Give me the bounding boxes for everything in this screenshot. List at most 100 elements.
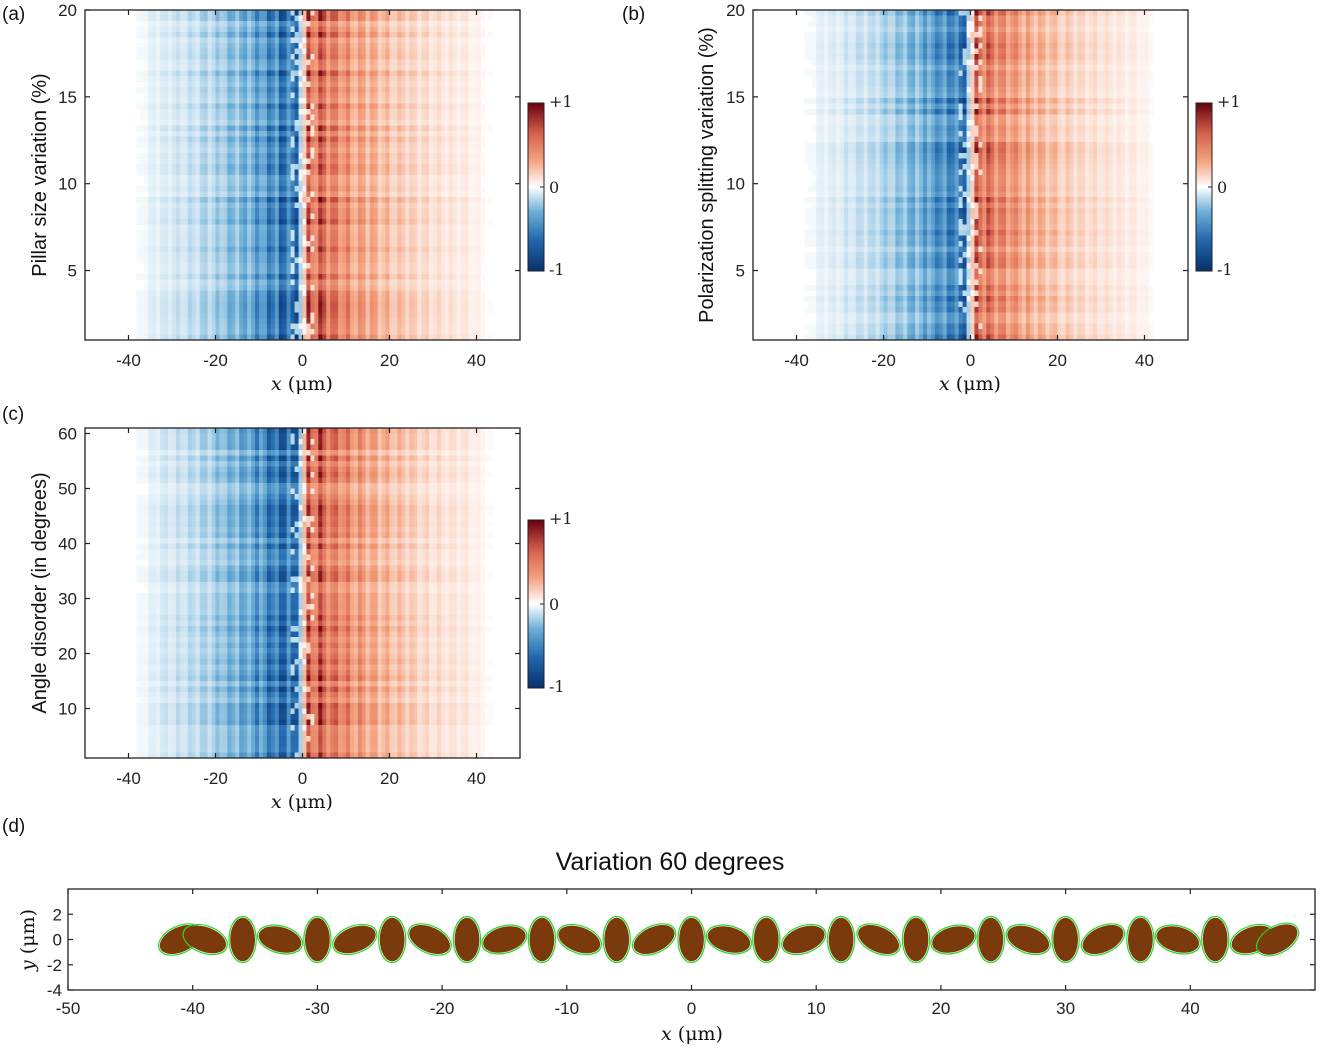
heatmap-cell (342, 169, 347, 176)
heatmap-cell (385, 136, 391, 143)
heatmap-cell (349, 175, 355, 182)
heatmap-cell (401, 290, 406, 297)
heatmap-cell (223, 81, 228, 88)
heatmap-cell (353, 54, 359, 61)
heatmap-cell (211, 114, 217, 121)
heatmap-cell (259, 98, 264, 105)
heatmap-cell (433, 263, 438, 270)
heatmap-cell (440, 32, 446, 39)
heatmap-cell (389, 59, 395, 66)
heatmap-cell (239, 92, 244, 99)
heatmap-cell (338, 131, 343, 138)
heatmap-cell (175, 246, 181, 253)
heatmap-cell (179, 230, 185, 237)
heatmap-cell (440, 285, 446, 292)
heatmap-cell (199, 87, 205, 94)
heatmap-cell (175, 274, 181, 281)
heatmap-cell (231, 125, 236, 132)
heatmap-cell (282, 268, 288, 275)
heatmap-cell (389, 147, 395, 154)
heatmap-cell (160, 279, 165, 286)
heatmap-cell (199, 323, 205, 330)
heatmap-cell (175, 81, 181, 88)
heatmap-cell (203, 235, 209, 242)
heatmap-cell (152, 263, 157, 270)
heatmap-cell (183, 323, 189, 330)
heatmap-cell (211, 219, 217, 226)
heatmap-cell (164, 92, 169, 99)
heatmap-cell (377, 120, 383, 127)
heatmap-cell (175, 279, 181, 286)
heatmap-cell (243, 26, 248, 33)
heatmap-cell (330, 70, 335, 77)
heatmap-cell (425, 202, 430, 209)
heatmap-cell (215, 241, 221, 248)
heatmap-cell (464, 290, 470, 297)
heatmap-cell (314, 224, 319, 231)
heatmap-cell (409, 202, 414, 209)
heatmap-cell (373, 175, 379, 182)
heatmap-cell (417, 131, 422, 138)
heatmap-cell (401, 48, 406, 55)
heatmap-cell (413, 246, 418, 253)
heatmap-cell (239, 147, 244, 154)
heatmap-cell (255, 180, 260, 187)
heatmap-cell (144, 219, 149, 226)
heatmap-cell (377, 263, 383, 270)
heatmap-cell (211, 98, 217, 105)
heatmap-cell (144, 54, 149, 61)
heatmap-cell (389, 224, 395, 231)
heatmap-cell (247, 136, 252, 143)
heatmap-cell (235, 219, 240, 226)
heatmap-cell (179, 252, 185, 259)
heatmap-cell (203, 301, 209, 308)
heatmap-cell (349, 290, 355, 297)
heatmap-cell (452, 48, 458, 55)
heatmap-cell (255, 301, 260, 308)
heatmap-cell (148, 252, 153, 259)
heatmap-cell (377, 191, 383, 198)
heatmap-cell (353, 285, 359, 292)
heatmap-cell (429, 180, 434, 187)
heatmap-cell (330, 312, 335, 319)
heatmap-cell (219, 76, 224, 83)
heatmap-cell (314, 296, 319, 303)
heatmap-cell (397, 296, 402, 303)
heatmap-cell (302, 158, 308, 165)
heatmap-cell (413, 147, 418, 154)
heatmap-cell (183, 164, 189, 171)
heatmap-cell (334, 224, 339, 231)
heatmap-cell (223, 65, 228, 72)
heatmap-cell (393, 125, 398, 132)
heatmap-cell (349, 274, 355, 281)
heatmap-cell (342, 263, 347, 270)
heatmap-cell (389, 169, 395, 176)
heatmap-cell (326, 257, 331, 264)
heatmap-cell (433, 48, 438, 55)
heatmap-cell (476, 76, 482, 83)
heatmap-cell (413, 125, 418, 132)
heatmap-cell (278, 301, 284, 308)
heatmap-cell (243, 81, 248, 88)
heatmap-cell (381, 103, 387, 110)
heatmap-cell (231, 235, 236, 242)
heatmap-cell (156, 202, 161, 209)
heatmap-cell (243, 279, 248, 286)
heatmap-cell (278, 191, 284, 198)
heatmap-cell (144, 257, 149, 264)
heatmap-cell (227, 213, 232, 220)
heatmap-cell (425, 290, 430, 297)
heatmap-cell (468, 230, 474, 237)
heatmap-cell (460, 153, 466, 160)
heatmap-cell (306, 114, 311, 121)
heatmap-cell (255, 92, 260, 99)
heatmap-cell (247, 114, 252, 121)
heatmap-cell (207, 213, 213, 220)
heatmap-cell (440, 153, 446, 160)
heatmap-cell (310, 65, 315, 72)
heatmap-cell (156, 43, 161, 50)
heatmap-cell (223, 219, 228, 226)
heatmap-cell (231, 164, 236, 171)
heatmap-cell (140, 48, 145, 55)
heatmap-cell (334, 109, 339, 116)
